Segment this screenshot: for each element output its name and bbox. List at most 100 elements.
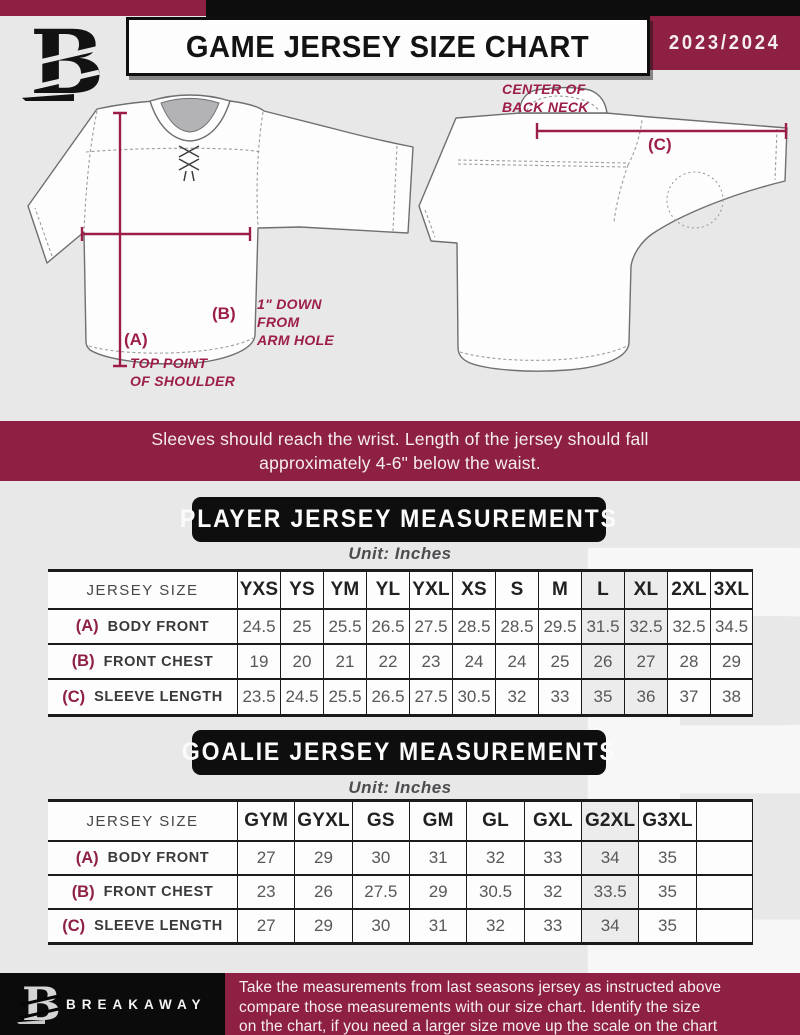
player-corner-label: JERSEY SIZE bbox=[48, 572, 237, 608]
footer-brand-panel bbox=[0, 973, 225, 1035]
player-cell: 32.5 bbox=[624, 608, 667, 643]
player-cell: 33 bbox=[538, 678, 581, 714]
goalie-row-label: (B) FRONT CHEST bbox=[48, 874, 237, 908]
goalie-cell: 34 bbox=[580, 840, 639, 874]
player-cell: 23 bbox=[409, 643, 452, 678]
player-cell: 26 bbox=[581, 643, 624, 678]
row-key: (C) bbox=[62, 916, 86, 935]
label-b-caption-line1: 1" DOWN bbox=[257, 296, 322, 312]
player-cell: 25.5 bbox=[323, 678, 366, 714]
player-cell: 28 bbox=[667, 643, 710, 678]
back-jersey-outline bbox=[418, 112, 788, 372]
goalie-col-header: G2XL bbox=[580, 802, 639, 840]
player-col-header: YXL bbox=[409, 572, 452, 608]
elbow-pad-stitch bbox=[666, 171, 724, 229]
goalie-col-header: GYXL bbox=[294, 802, 352, 840]
back-armhole-seam bbox=[613, 119, 643, 223]
footer-instructions-line2: compare those measurements with our size… bbox=[239, 998, 701, 1016]
player-cell: 24 bbox=[495, 643, 538, 678]
season-label: 2023/2024 bbox=[669, 31, 781, 54]
goalie-col-header: GYM bbox=[237, 802, 295, 840]
player-cell: 27.5 bbox=[409, 678, 452, 714]
footer-brand-name: BREAKAWAY bbox=[66, 996, 207, 1012]
player-col-header: YL bbox=[366, 572, 409, 608]
label-c-caption: CENTER OF BACK NECK bbox=[502, 80, 589, 116]
goalie-row-label: (A) BODY FRONT bbox=[48, 840, 237, 874]
player-cell: 19 bbox=[237, 643, 280, 678]
tables-section: B PLAYER JERSEY MEASUREMENTS Unit: Inche… bbox=[0, 481, 800, 973]
jersey-diagram bbox=[27, 86, 788, 372]
back-hem-stitch bbox=[459, 345, 628, 361]
goalie-section-header: GOALIE JERSEY MEASUREMENTS bbox=[182, 730, 614, 775]
row-label: SLEEVE LENGTH bbox=[94, 689, 223, 705]
player-col-header: YS bbox=[280, 572, 323, 608]
player-col-header: XS bbox=[452, 572, 495, 608]
label-c: (C) bbox=[648, 135, 672, 154]
row-label: FRONT CHEST bbox=[103, 653, 214, 670]
goalie-cell: 30.5 bbox=[466, 874, 524, 908]
row-label: BODY FRONT bbox=[107, 618, 210, 635]
label-b-caption: 1" DOWN FROM ARM HOLE bbox=[257, 295, 334, 349]
front-hem-stitch bbox=[88, 337, 254, 354]
row-label: FRONT CHEST bbox=[103, 884, 214, 900]
row-label: SLEEVE LENGTH bbox=[94, 918, 223, 934]
player-cell: 23.5 bbox=[237, 678, 280, 714]
front-jersey-outline bbox=[27, 100, 414, 365]
player-cell: 37 bbox=[667, 678, 710, 714]
goalie-cell: 35 bbox=[638, 908, 696, 942]
label-b: (B) bbox=[212, 304, 236, 323]
player-cell: 24.5 bbox=[280, 678, 323, 714]
goalie-row-label: (C) SLEEVE LENGTH bbox=[48, 908, 237, 942]
goalie-cell: 35 bbox=[638, 874, 696, 908]
goalie-cell bbox=[695, 908, 753, 942]
player-cell: 28.5 bbox=[495, 608, 538, 643]
front-armhole-right bbox=[256, 111, 264, 228]
player-cell: 38 bbox=[710, 678, 753, 714]
footer-logo-icon: B bbox=[17, 981, 66, 1029]
back-collar-stitch bbox=[526, 95, 600, 112]
goalie-cell bbox=[695, 840, 753, 874]
player-col-header: 2XL bbox=[667, 572, 710, 608]
goalie-cell bbox=[695, 874, 753, 908]
player-row-label: (A) BODY FRONT bbox=[48, 608, 237, 643]
player-cell: 30.5 bbox=[452, 678, 495, 714]
season-badge: 2023/2024 bbox=[650, 16, 800, 70]
label-a: (A) bbox=[124, 330, 148, 349]
goalie-cell: 33 bbox=[523, 840, 581, 874]
goalie-col-header: GXL bbox=[523, 802, 581, 840]
player-cell: 27 bbox=[624, 643, 667, 678]
goalie-col-header: GM bbox=[408, 802, 467, 840]
goalie-cell: 33 bbox=[523, 908, 581, 942]
fit-notice-line1: Sleeves should reach the wrist. Length o… bbox=[151, 429, 649, 449]
goalie-cell: 27.5 bbox=[351, 874, 409, 908]
measure-line-c bbox=[535, 123, 788, 139]
player-cell: 20 bbox=[280, 643, 323, 678]
player-cell: 24 bbox=[452, 643, 495, 678]
goalie-cell: 32 bbox=[466, 908, 524, 942]
player-col-header: 3XL bbox=[710, 572, 753, 608]
player-cell: 32 bbox=[495, 678, 538, 714]
goalie-unit-label: Unit: Inches bbox=[348, 778, 452, 797]
goalie-cell: 29 bbox=[294, 908, 352, 942]
player-cell: 26.5 bbox=[366, 678, 409, 714]
goalie-size-table: JERSEY SIZE GYM GYXL GS GM GL GXL G2XL G… bbox=[48, 799, 753, 945]
goalie-cell: 30 bbox=[351, 840, 409, 874]
goalie-col-header: GL bbox=[466, 802, 524, 840]
player-cell: 26.5 bbox=[366, 608, 409, 643]
label-b-caption-line2: FROM bbox=[257, 314, 300, 330]
player-col-header: M bbox=[538, 572, 581, 608]
fit-notice-line2: approximately 4-6" below the waist. bbox=[259, 453, 541, 473]
row-key: (B) bbox=[71, 652, 95, 670]
footer-logo-swoosh bbox=[17, 1020, 45, 1024]
label-b-caption-line3: ARM HOLE bbox=[257, 332, 335, 348]
front-armhole-left bbox=[83, 110, 98, 231]
player-col-header: XL bbox=[624, 572, 667, 608]
goalie-cell: 31 bbox=[408, 840, 467, 874]
goalie-cell: 34 bbox=[580, 908, 639, 942]
player-section-header: PLAYER JERSEY MEASUREMENTS bbox=[180, 497, 616, 542]
collar-lace bbox=[178, 145, 200, 182]
footer-instructions-line3: on the chart, if you need a larger size … bbox=[239, 1018, 718, 1035]
player-cell: 24.5 bbox=[237, 608, 280, 643]
player-cell: 28.5 bbox=[452, 608, 495, 643]
